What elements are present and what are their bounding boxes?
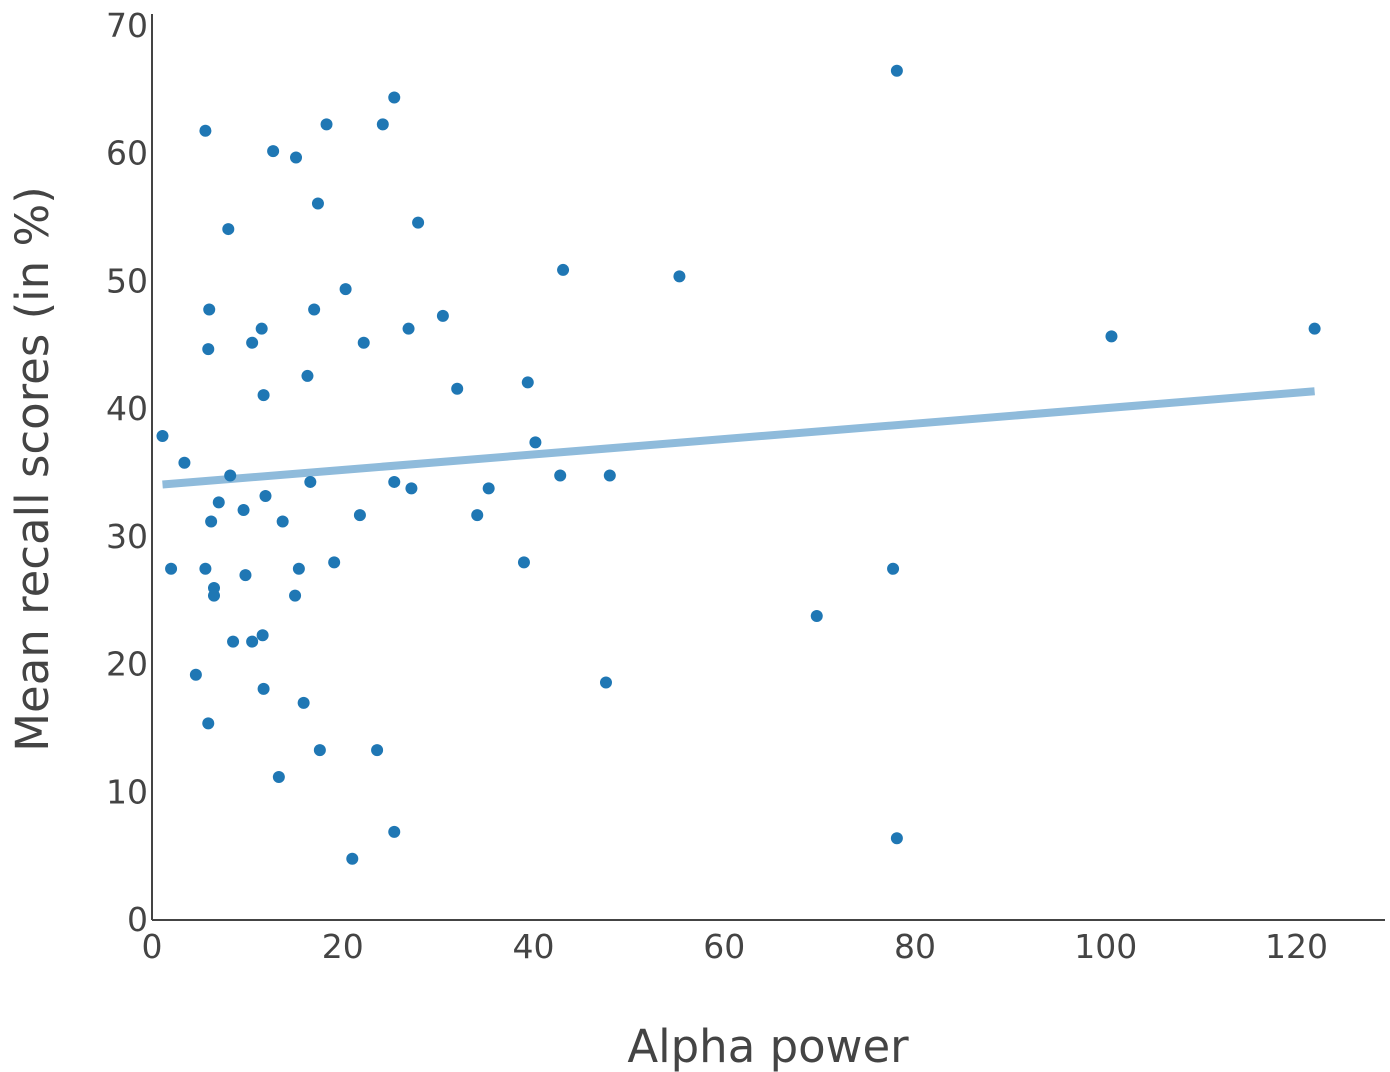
y-tick-label: 0 [127,900,148,939]
data-point [301,369,314,382]
fit-line [162,387,1315,489]
x-tick-label: 100 [1074,927,1137,966]
data-point [388,825,401,838]
x-tick-label: 60 [703,927,745,966]
y-tick-label: 20 [106,645,148,684]
data-point [529,436,542,449]
data-point [436,309,449,322]
data-point [371,744,384,757]
data-point [202,717,215,730]
data-point [292,562,305,575]
data-point [202,343,215,356]
data-point [297,696,310,709]
data-point [1308,322,1321,335]
data-point [246,336,259,349]
data-point [222,223,235,236]
data-point [557,263,570,276]
data-point [405,482,418,495]
y-tick-label: 50 [106,261,148,300]
data-point [267,145,280,158]
y-tick-label: 40 [106,389,148,428]
data-point [673,270,686,283]
y-tick-label: 70 [106,6,148,45]
data-point [237,504,250,517]
data-point [259,489,272,502]
data-point [554,469,567,482]
data-point [890,64,903,77]
data-point [227,635,240,648]
data-point [599,676,612,689]
data-point [308,303,321,316]
x-tick-label: 80 [894,927,936,966]
data-point [412,216,425,229]
data-point [246,635,259,648]
data-point [328,556,341,569]
y-tick-label: 30 [106,517,148,556]
data-point [339,283,352,296]
data-point [203,303,216,316]
data-point [357,336,370,349]
data-point [471,509,484,522]
x-tick-labels: 0 20 40 60 80 100 120 [142,927,1329,966]
data-point [239,569,252,582]
fit-line-layer [162,387,1315,489]
y-tick-label: 10 [106,772,148,811]
data-point [255,322,268,335]
data-point [289,589,302,602]
x-tick-label: 40 [513,927,555,966]
data-point [276,515,289,528]
data-point [603,469,616,482]
data-point [1105,330,1118,343]
data-point [165,562,178,575]
data-point [272,770,285,783]
data-point [257,389,270,402]
data-point [482,482,495,495]
data-point [257,682,270,695]
data-point [207,589,220,602]
data-point [887,562,900,575]
y-tick-label: 60 [106,134,148,173]
data-point [199,562,212,575]
x-axis-title: Alpha power [627,1020,909,1072]
data-point [205,515,218,528]
data-point [256,629,269,642]
data-point [178,456,191,469]
data-point [388,475,401,488]
data-point [290,151,303,164]
points-layer [156,64,1321,865]
data-point [311,197,324,210]
data-point [890,832,903,845]
data-point [320,118,333,131]
y-axis-title: Mean recall scores (in %) [6,186,59,752]
data-point [402,322,415,335]
x-tick-label: 0 [142,927,163,966]
data-point [517,556,530,569]
data-point [313,744,326,757]
data-point [346,852,359,865]
data-point [304,475,317,488]
data-point [521,376,534,389]
x-tick-label: 20 [322,927,364,966]
x-tick-label: 120 [1265,927,1328,966]
data-point [376,118,389,131]
y-tick-labels: 0 10 20 30 40 50 60 70 [106,6,148,939]
data-point [212,496,225,509]
data-point [810,610,823,623]
data-point [156,429,169,442]
data-point [353,509,366,522]
data-point [199,124,212,137]
data-point [224,469,237,482]
data-point [451,382,464,395]
data-point [388,91,401,104]
data-point [189,668,202,681]
